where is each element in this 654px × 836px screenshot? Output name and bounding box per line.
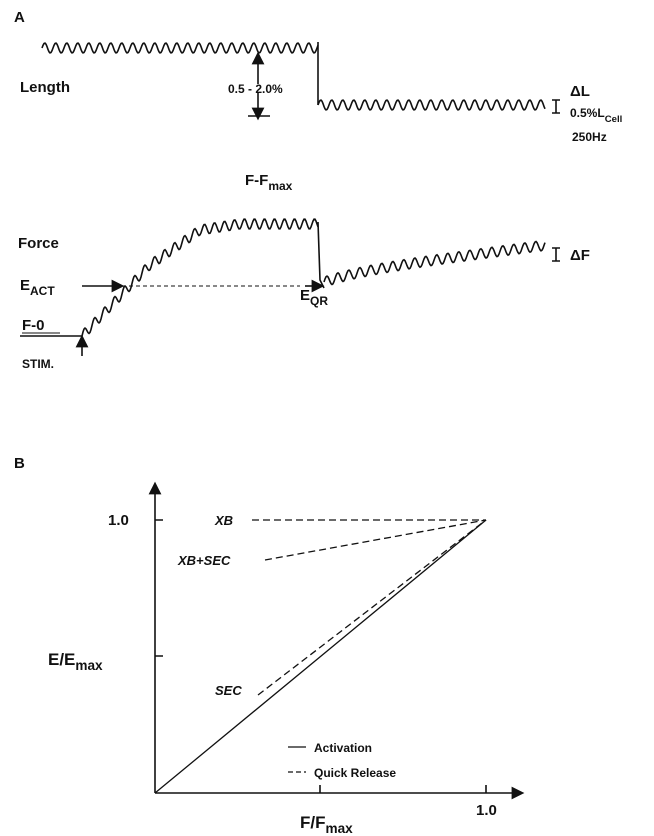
force-trace xyxy=(323,240,546,286)
step-label: 0.5 - 2.0% xyxy=(228,82,283,96)
e-qr-label: EQR xyxy=(300,287,328,308)
delta-label: ΔF xyxy=(570,247,590,264)
panel-label: A xyxy=(14,9,25,26)
y-tick-label: 1.0 xyxy=(108,512,129,529)
legend-label: Quick Release xyxy=(314,766,396,780)
length-trace xyxy=(317,99,546,111)
trace-label: Force xyxy=(18,235,59,252)
scale-bar xyxy=(552,99,560,114)
curve-label: XB+SEC xyxy=(177,553,231,568)
delta-label: ΔL xyxy=(570,83,590,100)
panel-label: B xyxy=(14,455,25,472)
activation-line xyxy=(154,519,487,794)
x-tick-label: 1.0 xyxy=(476,802,497,819)
force-step xyxy=(317,221,325,289)
scale-bar xyxy=(552,247,560,262)
x-axis-label: F/Fmax xyxy=(300,813,353,836)
frequency-label: 250Hz xyxy=(572,130,607,144)
quick-release-line xyxy=(257,519,487,696)
zero-label: F-0 xyxy=(22,317,45,334)
force-trace xyxy=(81,218,319,337)
peak-label: F-Fmax xyxy=(245,172,293,193)
curve-label: SEC xyxy=(215,683,242,698)
scale-label: 0.5%LCell xyxy=(570,106,622,125)
e-act-label: EACT xyxy=(20,277,55,298)
y-axis-label: E/Emax xyxy=(48,650,103,673)
ticks xyxy=(155,519,487,793)
length-trace xyxy=(41,42,319,54)
stim-label: STIM. xyxy=(22,357,54,371)
xb-sec-line xyxy=(264,519,487,561)
traces xyxy=(41,42,546,337)
legend-label: Activation xyxy=(314,741,372,755)
curve-label: XB xyxy=(214,513,233,528)
trace-label: Length xyxy=(20,79,70,96)
